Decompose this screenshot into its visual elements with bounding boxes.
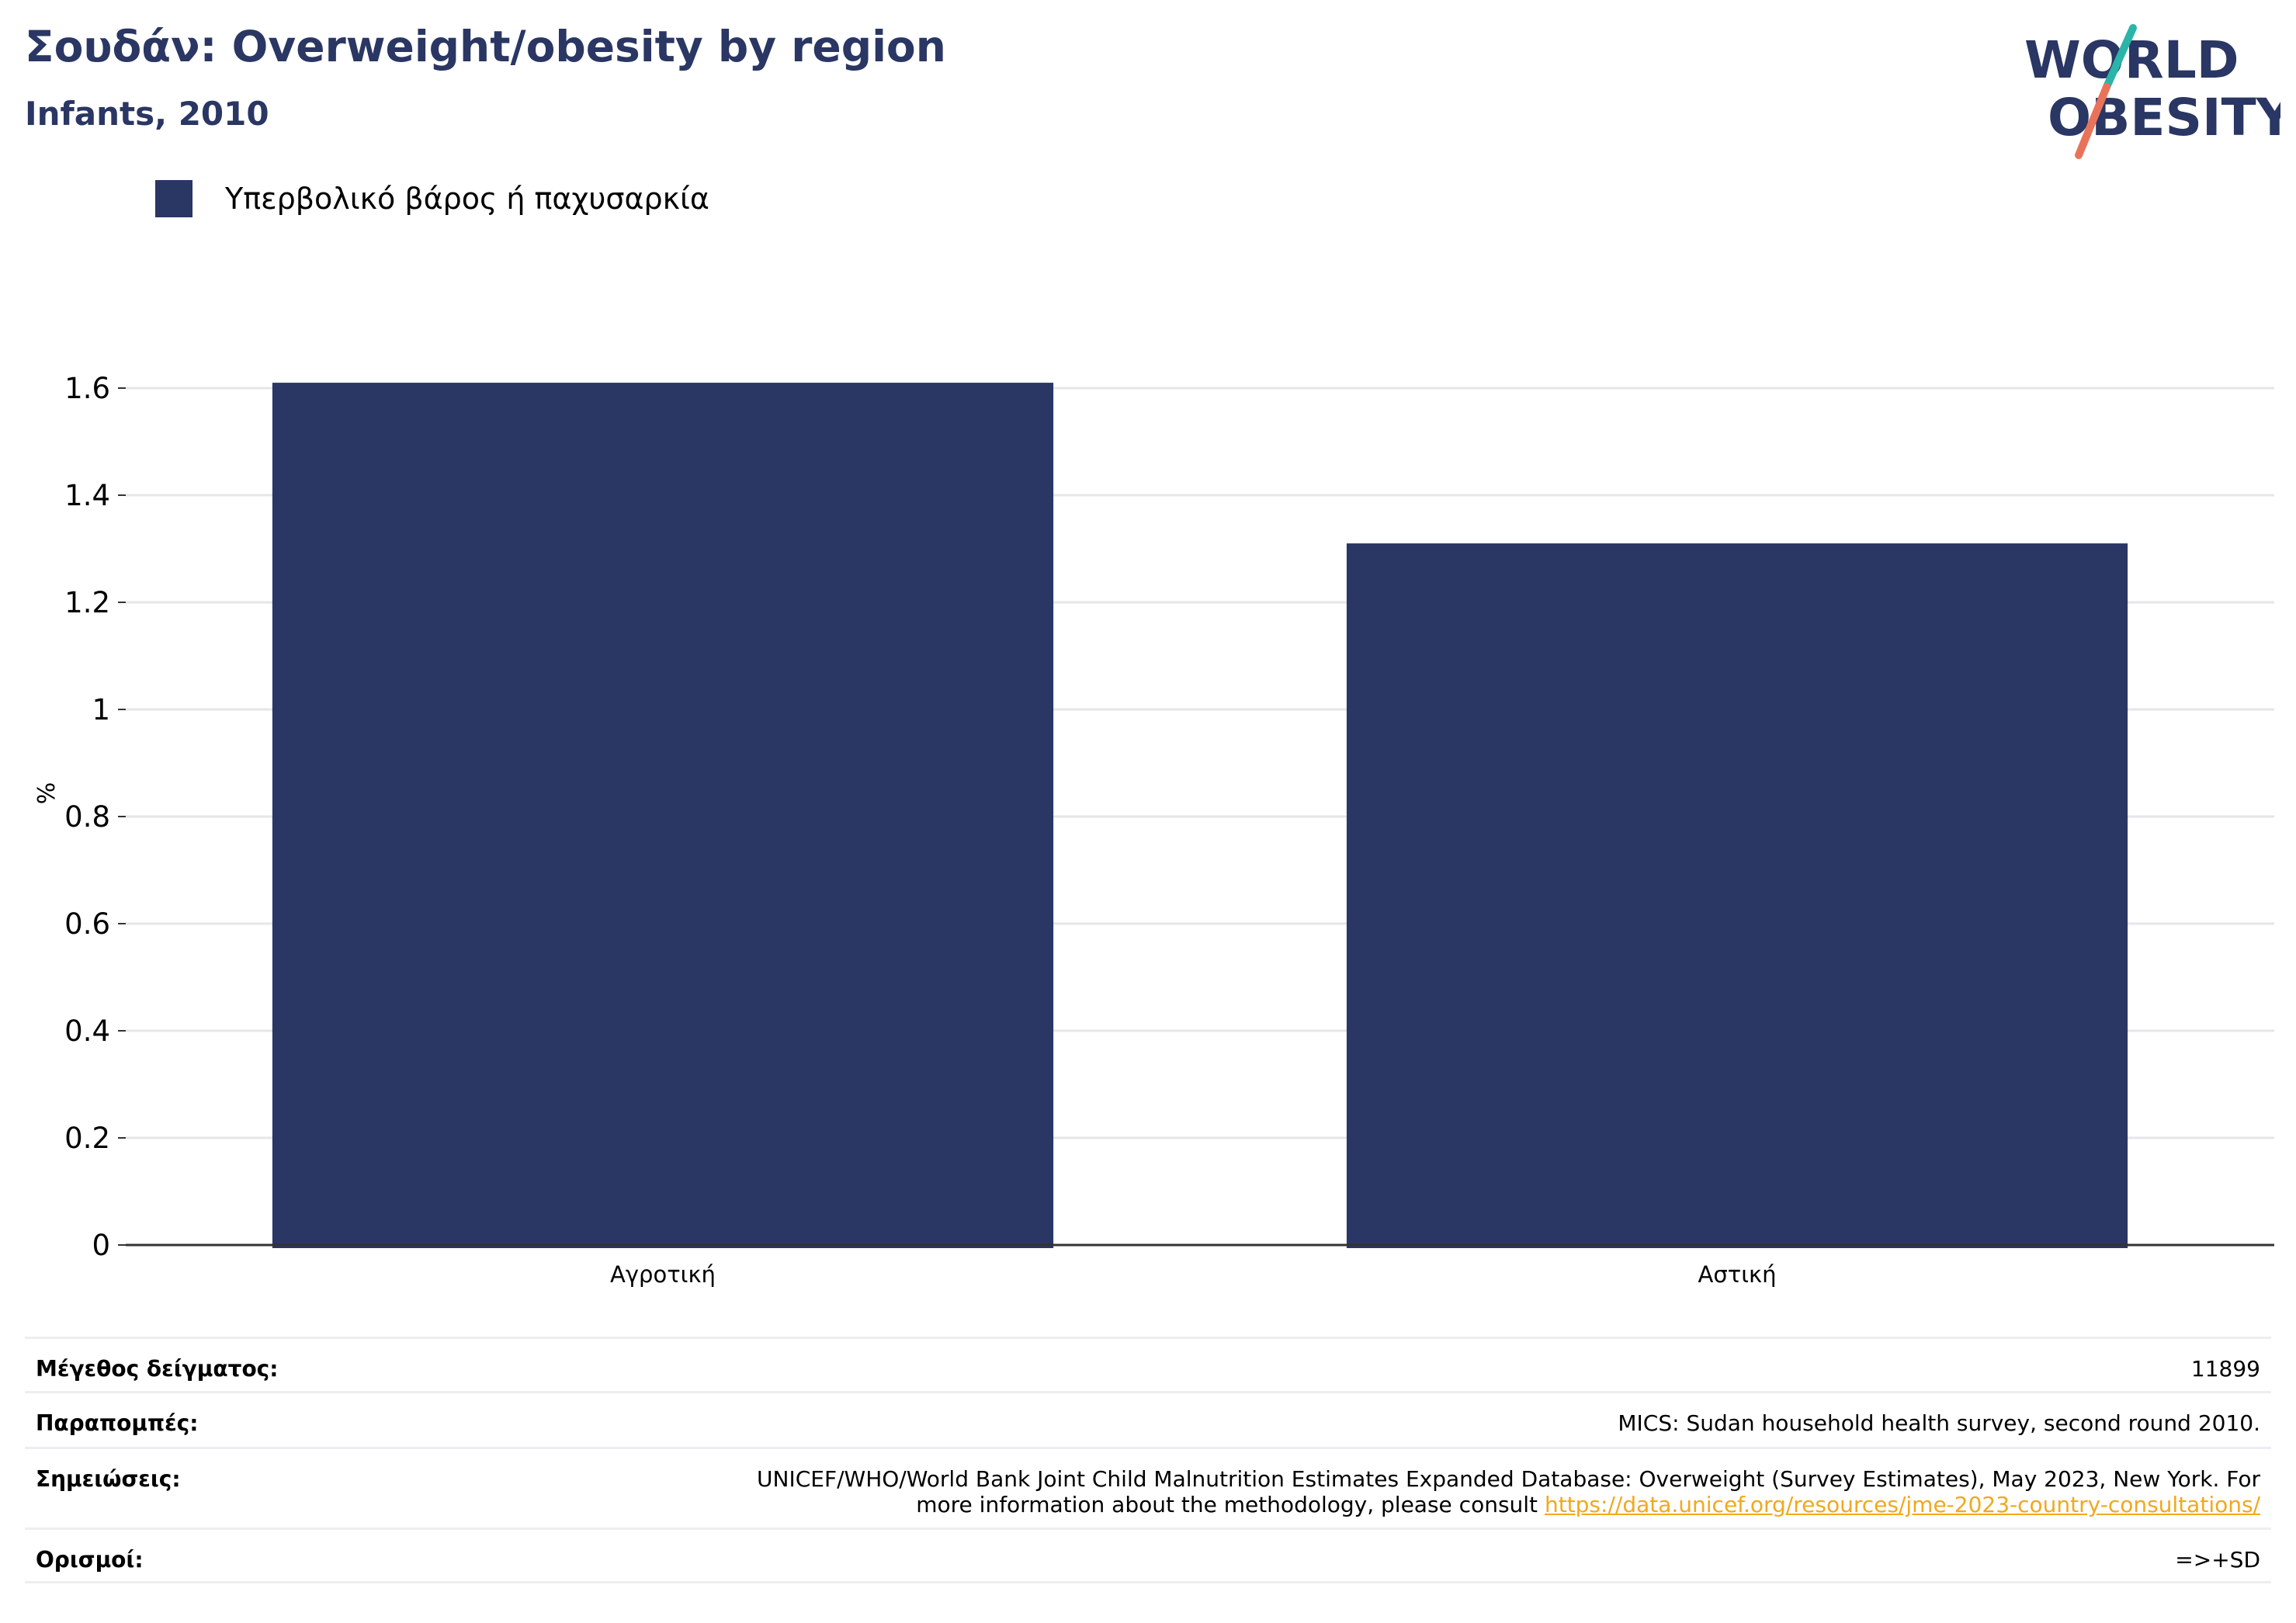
legend: Υπερβολικό βάρος ή παχυσαρκία bbox=[155, 177, 709, 220]
y-tick-label: 0.8 bbox=[64, 800, 110, 834]
bar bbox=[1346, 543, 2128, 1248]
notes-value: UNICEF/WHO/World Bank Joint Child Malnut… bbox=[757, 1449, 2260, 1517]
legend-swatch bbox=[155, 180, 192, 217]
footer-row-notes: Σημειώσεις: UNICEF/WHO/World Bank Joint … bbox=[25, 1447, 2271, 1528]
y-tick-label: 1.4 bbox=[64, 479, 110, 512]
footer-row-sample-size: Μέγεθος δείγματος: 11899 bbox=[25, 1337, 2271, 1391]
methodology-link[interactable]: https://data.unicef.org/resources/jme-20… bbox=[1544, 1492, 2260, 1517]
footer-row-definitions: Ορισμοί: =>+SD bbox=[25, 1528, 2271, 1583]
definitions-value: =>+SD bbox=[2175, 1547, 2260, 1573]
references-label: Παραπομπές: bbox=[36, 1410, 199, 1436]
notes-label: Σημειώσεις: bbox=[36, 1466, 181, 1492]
x-tick-label: Αγροτική bbox=[610, 1261, 716, 1288]
logo-slash-teal bbox=[2103, 24, 2137, 91]
chart-subtitle: Infants, 2010 bbox=[25, 95, 269, 133]
bar bbox=[272, 383, 1054, 1249]
chart-title: Σουδάν: Overweight/obesity by region bbox=[25, 22, 946, 71]
legend-label: Υπερβολικό βάρος ή παχυσαρκία bbox=[225, 182, 709, 216]
references-value: MICS: Sudan household health survey, sec… bbox=[1618, 1410, 2260, 1436]
y-tick-label: 0.4 bbox=[64, 1014, 110, 1048]
y-tick-label: 1.2 bbox=[64, 586, 110, 619]
y-tick-label: 1 bbox=[92, 693, 110, 727]
y-tick-label: 0.6 bbox=[64, 907, 110, 941]
notes-text-line1: UNICEF/WHO/World Bank Joint Child Malnut… bbox=[757, 1466, 2260, 1492]
notes-text-line2: more information about the methodology, … bbox=[916, 1492, 1538, 1517]
footer-table: Μέγεθος δείγματος: 11899 Παραπομπές: MIC… bbox=[25, 1337, 2271, 1583]
bar-chart: 0 0.2 0.4 0.6 0.8 1 1.2 1.4 1.6% Αγροτική Αστική bbox=[33, 372, 2274, 1288]
y-tick-label: 1.6 bbox=[64, 372, 110, 405]
world-obesity-logo: WORLD OBESITY bbox=[2024, 24, 2280, 159]
sample-size-label: Μέγεθος δείγματος: bbox=[36, 1356, 279, 1382]
sample-size-value: 11899 bbox=[2190, 1356, 2260, 1382]
y-axis-label: % bbox=[33, 782, 61, 805]
footer-row-references: Παραπομπές: MICS: Sudan household health… bbox=[25, 1391, 2271, 1447]
definitions-label: Ορισμοί: bbox=[36, 1547, 144, 1573]
x-tick-label: Αστική bbox=[1698, 1261, 1777, 1288]
y-tick-label: 0 bbox=[92, 1229, 110, 1262]
y-tick-label: 0.2 bbox=[64, 1122, 110, 1155]
logo-slash-coral bbox=[2075, 83, 2110, 159]
